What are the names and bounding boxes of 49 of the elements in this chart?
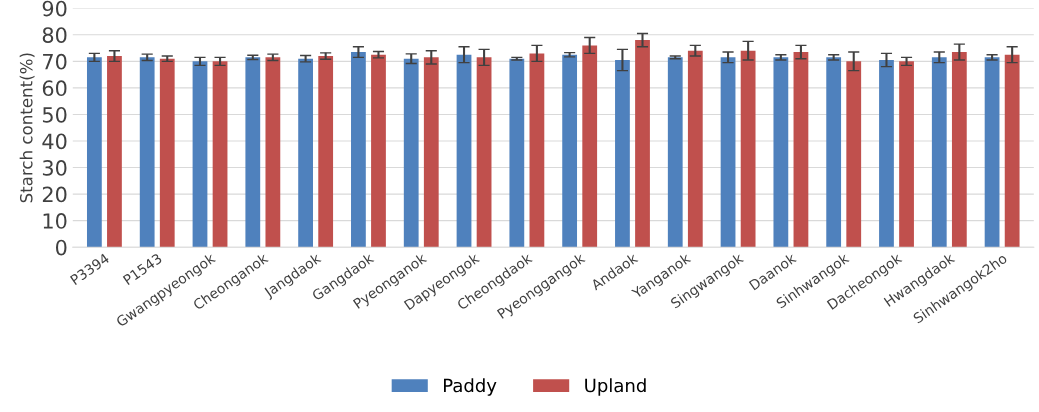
bar	[192, 61, 208, 248]
y-axis-title: Starch content(%)	[19, 53, 35, 203]
bar	[529, 53, 545, 248]
bar	[582, 45, 598, 248]
bar	[635, 40, 650, 248]
y-tick-label: 40	[42, 133, 67, 150]
y-tick-label: 10	[43, 213, 67, 229]
y-tick-label: 50	[42, 106, 67, 123]
bar	[139, 57, 155, 248]
bar	[371, 54, 386, 248]
bar	[793, 52, 809, 248]
bar	[212, 61, 228, 248]
bar	[984, 57, 1000, 248]
bar	[159, 58, 175, 248]
bar	[951, 52, 967, 248]
bar	[456, 54, 472, 248]
bar	[265, 57, 281, 248]
bar	[899, 61, 914, 248]
legend-label: Upland	[585, 378, 646, 396]
bar	[720, 57, 736, 248]
bar	[773, 57, 789, 248]
bar	[318, 56, 334, 248]
bar	[826, 57, 842, 248]
bar	[86, 57, 102, 248]
bar	[1004, 54, 1020, 248]
bar	[403, 58, 419, 248]
bar	[245, 57, 261, 248]
y-tick-label: 30	[42, 160, 67, 176]
bar	[423, 57, 439, 248]
bar	[931, 57, 947, 248]
y-tick-label: 80	[42, 27, 67, 43]
bar	[615, 60, 630, 248]
bar	[476, 57, 492, 248]
bar	[509, 58, 525, 248]
y-tick-label: 70	[43, 53, 67, 70]
bar	[846, 61, 862, 248]
bar	[107, 56, 122, 248]
bar	[879, 60, 894, 248]
bar	[562, 54, 578, 248]
y-tick-label: 0	[55, 239, 67, 256]
y-tick-label: 20	[42, 186, 67, 203]
bar	[667, 57, 683, 248]
bar	[298, 58, 313, 248]
bar	[687, 50, 703, 248]
bar	[351, 52, 366, 248]
y-tick-label: 60	[42, 80, 67, 97]
y-tick-label: 90	[42, 0, 67, 17]
bar	[740, 50, 756, 248]
legend-label: Paddy	[444, 378, 497, 396]
